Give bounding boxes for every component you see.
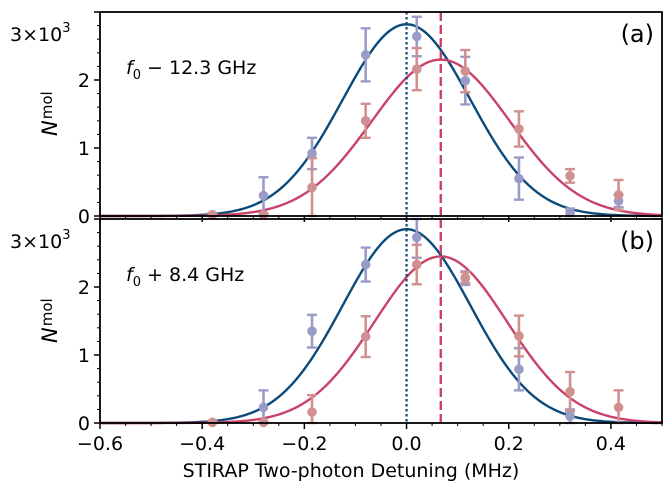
panel-b-data-point-1-8: [613, 402, 624, 413]
panel-a-data-point-1-7: [565, 171, 575, 181]
panel-a-y-scale-label: 3×103: [10, 21, 70, 46]
x-axis-label: STIRAP Two-photon Detuning (MHz): [183, 460, 520, 482]
panel-a-data-point-0-6: [565, 207, 575, 218]
panel-b-data-point-0-3: [411, 232, 422, 243]
panel-b-fit-curve-0: [100, 227, 663, 425]
panel-b-data-point-1-4: [411, 259, 422, 270]
panel-a-data-point-1-6: [514, 124, 524, 134]
panel-a-data-point-1-3: [360, 116, 371, 126]
panel-b-data-point-0-6: [565, 411, 575, 422]
panel-b-data-point-0-2: [360, 259, 371, 270]
panel-a-data-point-0-1: [307, 148, 317, 159]
panel-a-data-point-1-8: [613, 190, 624, 200]
panel-b-y-tick-label-0: 0: [78, 413, 90, 435]
panel-b: 0 1 2 −0.6 −0.4 −0.2 0.0 0.2 0.4 (b) f0 + 8.4 GH…: [10, 217, 663, 482]
panel-b-y-axis-label: Nmol: [38, 298, 62, 343]
x-tick-label-3: 0.0: [391, 433, 421, 455]
panel-a-data-point-0-2: [360, 50, 371, 60]
panel-a-label: (a): [621, 20, 654, 48]
panel-b-data-point-0-1: [307, 326, 317, 337]
panel-b-data-point-1-7: [565, 386, 575, 397]
panel-a-data-point-0-4: [460, 75, 471, 86]
panel-a-fit-curve-1: [100, 58, 663, 218]
panel-b-data-point-0-5: [514, 364, 524, 375]
panel-b-data-point-0-0: [258, 402, 269, 413]
panel-b-annotation: f0 + 8.4 GHz: [126, 264, 244, 290]
panel-b-data-point-1-2: [307, 407, 317, 417]
panel-a-y-axis-label: Nmol: [38, 91, 62, 136]
panel-a-data-point-0-3: [411, 31, 422, 42]
panel-b-data-point-1-6: [514, 331, 524, 341]
panel-a-data-point-0-5: [514, 173, 524, 184]
panel-a-data-point-0-0: [258, 190, 269, 201]
x-tick-label-0: −0.6: [77, 433, 123, 455]
panel-a-frame: [99, 11, 663, 217]
panel-a: 0 1 2 (a) f0 − 12.3 GHz 3×103 Nmol: [10, 11, 663, 228]
panel-a-y-tick-label-0: 0: [78, 206, 90, 228]
panel-a-data-point-1-0: [207, 209, 218, 220]
panel-b-label: (b): [620, 227, 654, 255]
panel-b-data-point-1-3: [360, 331, 371, 342]
x-tick-label-1: −0.4: [179, 433, 225, 455]
panel-b-y-scale-label: 3×103: [10, 228, 70, 253]
x-tick-label-5: 0.4: [596, 433, 626, 455]
panel-b-data-point-1-5: [460, 272, 471, 283]
panel-a-data-point-1-1: [258, 209, 269, 220]
panel-a-annotation: f0 − 12.3 GHz: [126, 57, 256, 83]
x-tick-label-2: −0.2: [281, 433, 327, 455]
panel-a-y-tick-label-2: 2: [78, 70, 90, 92]
panel-a-data-point-1-2: [307, 182, 317, 193]
panel-b-y-tick-label-2: 2: [78, 277, 90, 299]
x-tick-label-4: 0.2: [494, 433, 524, 455]
panel-a-y-tick-label-1: 1: [78, 138, 90, 160]
panel-b-y-tick-label-1: 1: [78, 345, 90, 367]
panel-a-data-point-1-5: [460, 66, 471, 76]
panel-b-frame: [99, 218, 663, 424]
panel-a-data-point-1-4: [411, 64, 422, 74]
panel-a-fit-curve-0: [100, 23, 663, 218]
